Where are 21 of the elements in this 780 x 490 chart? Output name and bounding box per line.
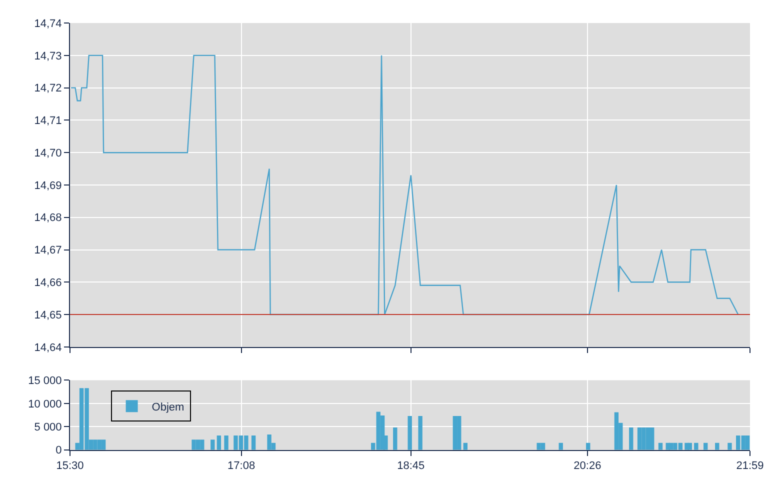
y-tick-label: 14,74 xyxy=(34,18,62,30)
y-tick-label: 14,67 xyxy=(34,244,62,257)
legend-label: Objem xyxy=(152,401,184,414)
y-tick-label: 14,66 xyxy=(34,276,62,289)
y-tick-label: 0 xyxy=(56,444,62,457)
x-tick-label: 18:45 xyxy=(397,460,425,472)
y-tick-label: 14,64 xyxy=(34,342,62,354)
x-tick-label: 15:30 xyxy=(56,460,84,472)
y-tick-label: 14,72 xyxy=(34,82,62,95)
y-tick-label: 14,70 xyxy=(34,147,62,160)
x-tick-label: 20:26 xyxy=(574,460,602,472)
y-tick-label: 5 000 xyxy=(34,421,62,434)
x-tick-label: 21:59 xyxy=(736,460,764,472)
y-tick-label: 14,65 xyxy=(34,309,62,322)
y-tick-label: 14,68 xyxy=(34,212,62,224)
y-tick-label: 14,69 xyxy=(34,180,62,192)
y-tick-label: 15 000 xyxy=(28,375,62,388)
y-tick-label: 14,71 xyxy=(34,115,62,128)
x-tick-label: 17:08 xyxy=(228,460,256,472)
y-tick-label: 10 000 xyxy=(28,398,62,410)
y-tick-label: 14,73 xyxy=(34,50,62,62)
